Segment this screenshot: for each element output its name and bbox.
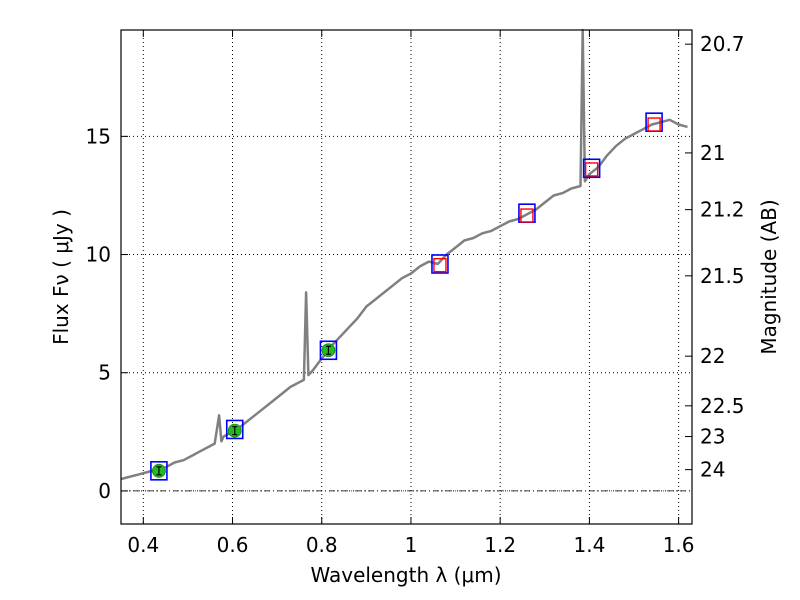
model-photometry-box: [150, 461, 168, 481]
x-axis-label: Wavelength λ (μm): [310, 563, 501, 587]
y2-tick-label: 22: [700, 344, 725, 368]
y2-tick-label: 20.7: [700, 32, 745, 56]
marker-layer: [150, 112, 663, 481]
y-tick-label: 15: [86, 124, 111, 148]
plot-frame: [120, 29, 693, 525]
observed-photometry-box: [520, 208, 534, 223]
y-tick-label: 10: [86, 243, 111, 267]
y-tick-label: 0: [98, 479, 111, 503]
y2-tick-label: 21.2: [700, 198, 745, 222]
y2-tick-label: 23: [700, 425, 725, 449]
label-layer: 0.4 0.6 0.8 1 1.2 1.4 1.6 0 5 10 15 20.7 21 21.2 21.5 2…: [86, 32, 745, 557]
y2-tick-label: 22.5: [700, 394, 745, 418]
tick-layer: [121, 30, 692, 524]
observed-photometry-box: [647, 117, 661, 132]
x-tick-label: 1: [405, 533, 418, 557]
spectrum-line: [120, 28, 688, 481]
model-photometry-box: [582, 158, 601, 179]
x-tick-label: 1.4: [573, 533, 605, 557]
model-photometry-box: [225, 419, 244, 440]
x-tick-label: 0.4: [127, 533, 159, 557]
x-tick-label: 0.8: [306, 533, 338, 557]
y2-tick-label: 24: [700, 458, 725, 482]
y-axis-label: Flux Fν ( μJy ): [49, 209, 73, 345]
x-tick-label: 1.6: [663, 533, 695, 557]
y2-tick-label: 21.5: [700, 264, 745, 288]
x-tick-label: 1.2: [484, 533, 516, 557]
model-photometry-box: [319, 340, 338, 361]
y2-axis-label: Magnitude (AB): [757, 199, 781, 354]
observed-photometry-box: [433, 257, 447, 273]
y-tick-label: 5: [98, 361, 111, 385]
observed-photometry-box: [584, 162, 599, 177]
model-photometry-box: [431, 254, 449, 274]
y2-tick-label: 21: [700, 141, 725, 165]
spectrum-layer: [120, 28, 688, 481]
x-tick-label: 0.6: [217, 533, 249, 557]
